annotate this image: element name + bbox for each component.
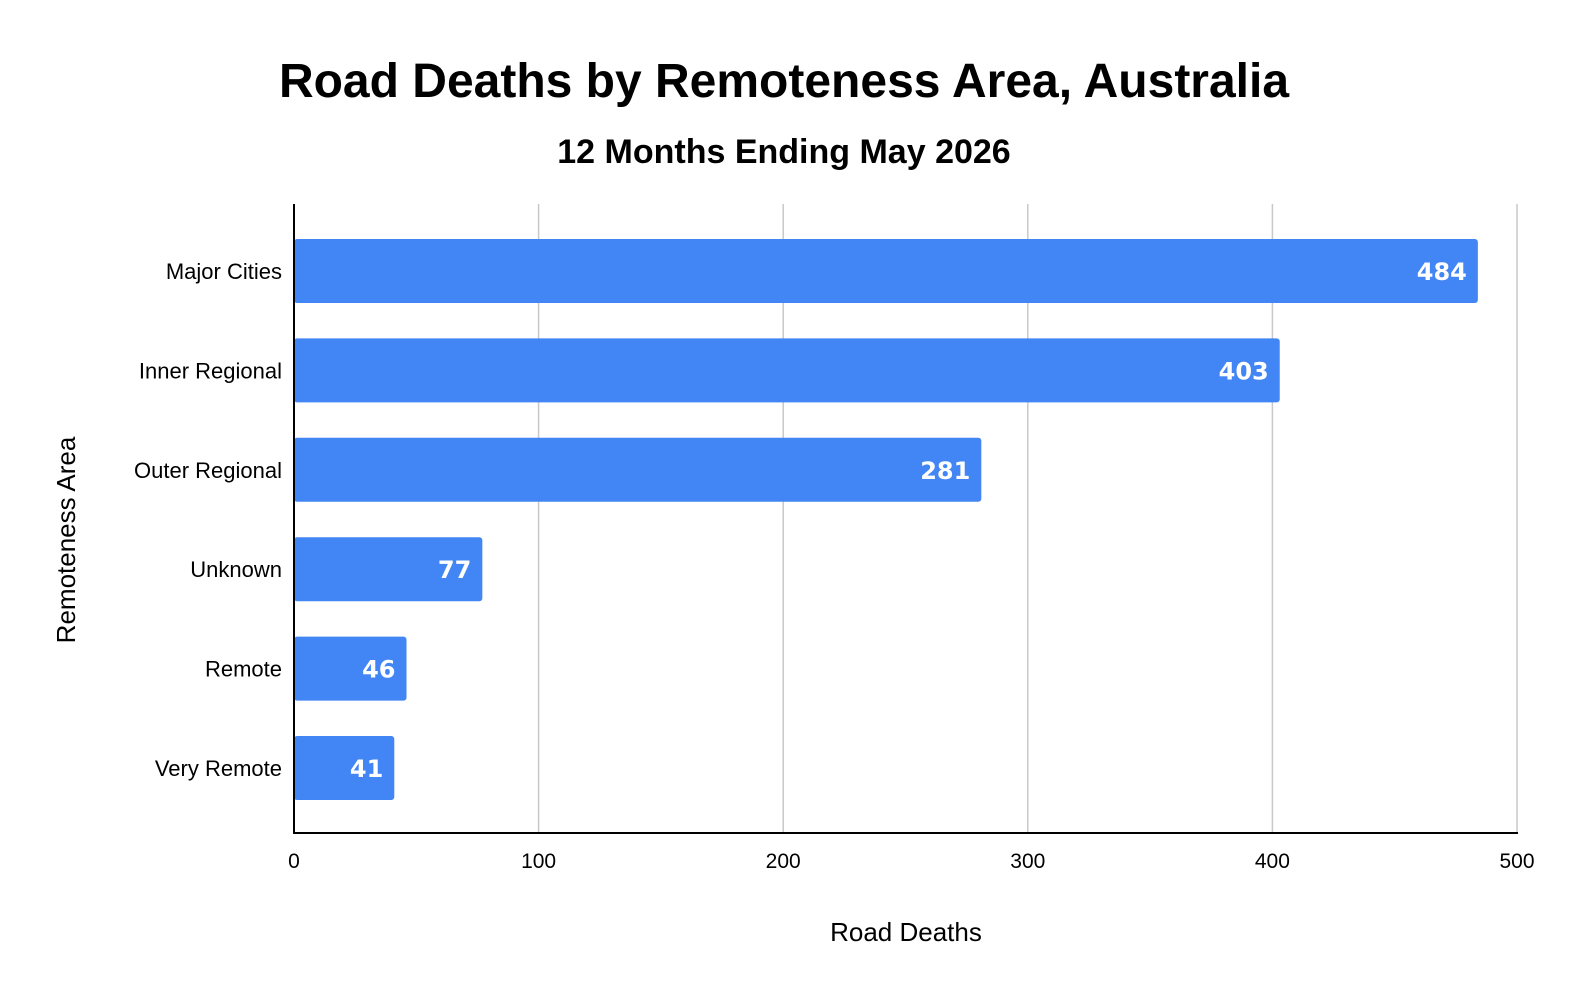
chart-title: Road Deaths by Remoteness Area, Australi…: [279, 55, 1289, 108]
x-tick-label: 500: [1499, 850, 1534, 873]
bar: [294, 537, 483, 602]
bar: [294, 239, 1478, 303]
category-label: Unknown: [190, 557, 282, 582]
x-tick-label: 400: [1255, 850, 1290, 873]
y-axis-title: Remoteness Area: [51, 436, 81, 643]
bars: [294, 239, 1478, 800]
bar-value-label: 46: [362, 656, 395, 684]
x-tick-label: 0: [288, 850, 300, 873]
category-label: Major Cities: [166, 259, 282, 284]
gridlines: [537, 204, 1518, 833]
bar-value-label: 77: [438, 556, 471, 584]
category-label: Remote: [205, 657, 282, 682]
category-labels: Major Cities Inner Regional Outer Regional…: [134, 259, 282, 781]
bar: [294, 338, 1280, 403]
bar: [294, 636, 407, 701]
x-tick-label: 100: [521, 850, 556, 873]
bar: [294, 736, 395, 800]
x-axis-title: Road Deaths: [830, 917, 982, 947]
x-tick-label: 300: [1010, 850, 1045, 873]
bar: [294, 437, 982, 502]
x-tick-labels: 0 100 200 300 400 500: [288, 850, 1534, 873]
category-label: Outer Regional: [134, 458, 282, 483]
chart-subtitle: 12 Months Ending May 2026: [557, 133, 1010, 171]
bar-value-label: 484: [1417, 258, 1467, 286]
bar-value-label: 281: [920, 457, 970, 485]
bar-value-label: 403: [1219, 357, 1269, 385]
bar-value-label: 41: [350, 755, 383, 783]
data-labels: 484 403 281 77 46 41: [350, 258, 1467, 783]
x-tick-label: 200: [766, 850, 801, 873]
category-label: Very Remote: [155, 756, 282, 781]
category-label: Inner Regional: [139, 358, 282, 383]
